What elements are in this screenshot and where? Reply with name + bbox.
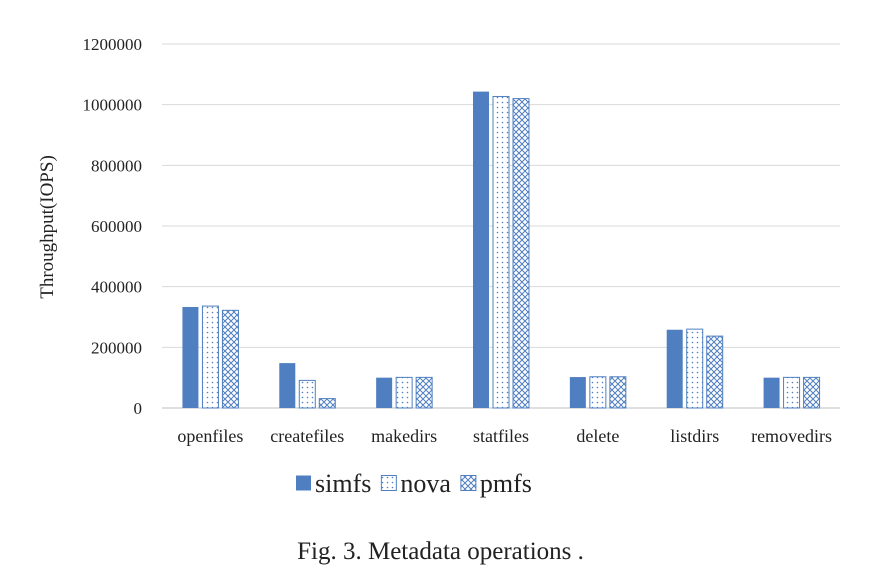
legend-swatch-pmfs	[460, 475, 477, 491]
bar-nova-removedirs	[783, 376, 801, 409]
legend-label-pmfs: pmfs	[480, 469, 532, 498]
bar-nova-createfiles	[298, 379, 316, 409]
legend-swatch-simfs	[296, 475, 311, 491]
bar-pmfs-openfiles	[221, 309, 239, 409]
x-tick-label: openfiles	[177, 426, 243, 446]
bar-simfs-removedirs	[763, 377, 780, 408]
bar-pmfs-makedirs	[415, 376, 433, 409]
y-tick-label: 600000	[91, 217, 142, 236]
x-axis-ticks: openfiles createfiles makedirs statfiles del…	[177, 426, 832, 446]
y-tick-label: 1200000	[83, 35, 143, 54]
bar-simfs-makedirs	[376, 377, 393, 408]
y-tick-label: 0	[134, 399, 143, 418]
y-tick-label: 400000	[91, 278, 142, 297]
x-tick-label: statfiles	[473, 426, 529, 446]
bar-pmfs-listdirs	[706, 335, 724, 409]
bar-nova-delete	[589, 376, 607, 409]
legend-label-nova: nova	[400, 469, 451, 498]
x-tick-label: delete	[576, 426, 619, 446]
bar-simfs-openfiles	[182, 306, 199, 408]
x-tick-label: listdirs	[670, 426, 719, 446]
bar-pmfs-removedirs	[803, 376, 821, 409]
bar-pmfs-createfiles	[318, 398, 336, 409]
legend-swatch-nova	[380, 475, 397, 491]
bar-pmfs-statfiles	[512, 98, 530, 409]
y-tick-label: 800000	[91, 156, 142, 175]
y-tick-label: 200000	[91, 338, 142, 357]
bars	[182, 91, 821, 409]
legend: simfs nova pmfs	[296, 469, 532, 498]
bar-simfs-delete	[569, 377, 586, 408]
bar-nova-makedirs	[395, 376, 413, 409]
x-tick-label: removedirs	[751, 426, 832, 446]
bar-nova-openfiles	[201, 305, 219, 409]
figure-caption: Fig. 3. Metadata operations .	[297, 538, 584, 565]
legend-label-simfs: simfs	[315, 469, 371, 498]
x-tick-label: makedirs	[371, 426, 437, 446]
bar-chart: 020000040000060000080000010000001200000 …	[37, 35, 840, 498]
bar-simfs-statfiles	[473, 91, 489, 408]
bar-pmfs-delete	[609, 376, 627, 409]
bar-nova-statfiles	[492, 95, 510, 409]
y-axis-label: Throughput(IOPS)	[37, 155, 58, 299]
bar-nova-listdirs	[686, 328, 704, 409]
y-axis-ticks: 0 200000 400000 600000 800000 1000000 1200000	[83, 35, 143, 418]
bar-simfs-listdirs	[666, 329, 683, 408]
y-tick-label: 1000000	[83, 96, 143, 115]
x-tick-label: createfiles	[270, 426, 344, 446]
bar-simfs-createfiles	[279, 363, 296, 408]
